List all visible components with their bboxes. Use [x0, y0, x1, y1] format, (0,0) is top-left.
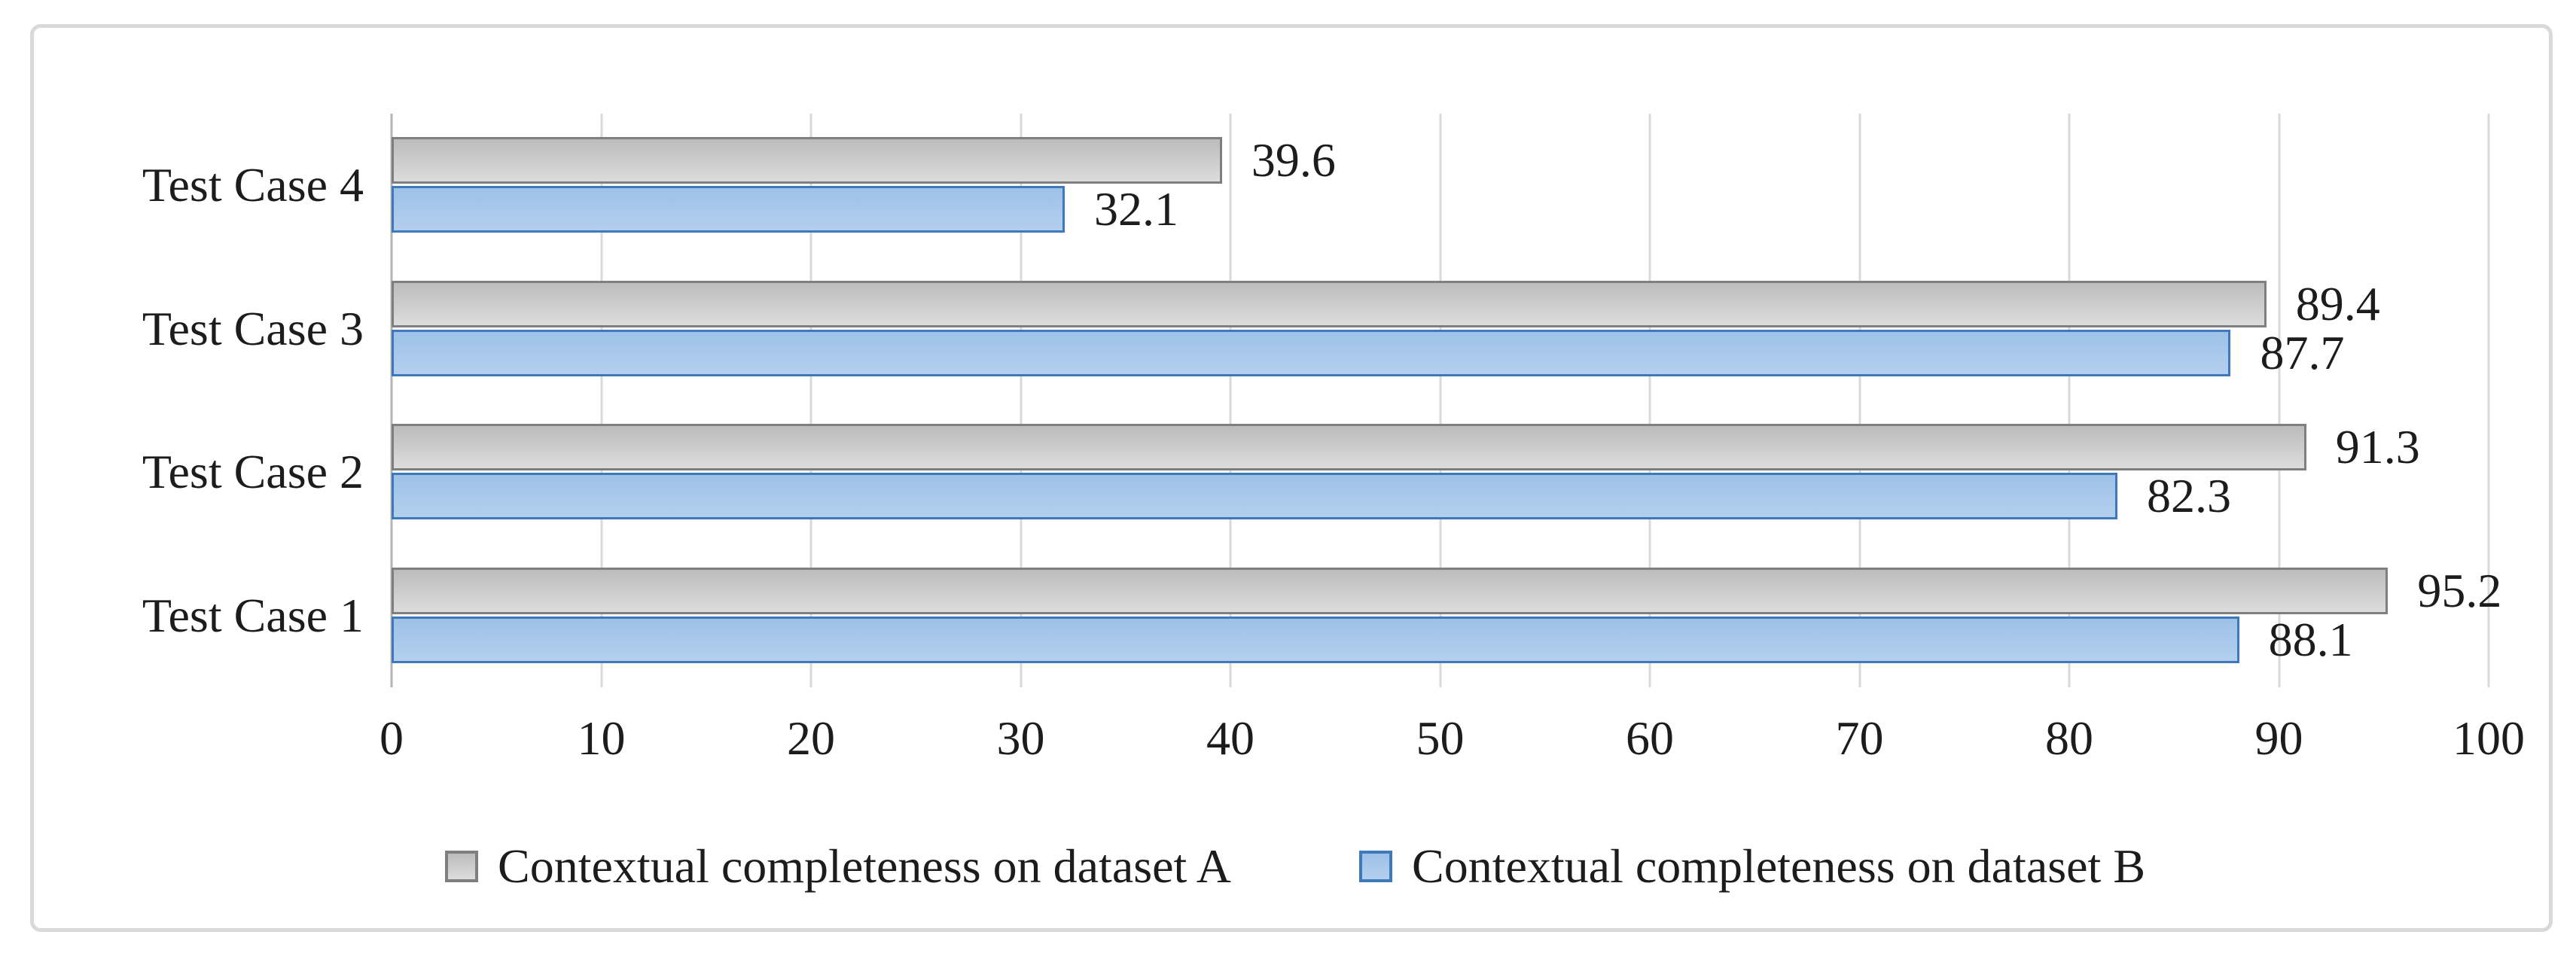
value-label: 91.3	[2335, 420, 2420, 473]
bar-row: 91.3 82.3	[392, 400, 2489, 544]
gridline	[2278, 114, 2280, 687]
gridline	[809, 114, 812, 687]
value-label: 87.7	[2260, 325, 2345, 379]
bar-pair: 95.2 88.1	[392, 566, 2501, 663]
value-label: 95.2	[2417, 563, 2502, 617]
gridline	[1648, 114, 1651, 687]
bar-series-a: 89.4	[392, 279, 2380, 327]
y-axis-line	[390, 114, 393, 687]
chart-figure: Test Case 4 Test Case 3 Test Case 2 Test Ca…	[30, 24, 2553, 932]
category-label: Test Case 3	[142, 301, 364, 355]
bar-pair: 91.3 82.3	[392, 423, 2489, 520]
legend-item: Contextual completeness on dataset A	[445, 842, 1231, 891]
x-tick-label: 40	[1206, 711, 1254, 765]
category-label: Test Case 2	[142, 445, 364, 499]
value-label: 32.1	[1093, 182, 1178, 236]
value-label: 88.1	[2268, 612, 2353, 666]
gridline	[2487, 114, 2490, 687]
x-tick-label: 50	[1416, 711, 1465, 765]
x-tick-label: 100	[2453, 711, 2525, 765]
legend-label: Contextual completeness on dataset A	[498, 839, 1231, 893]
value-label: 89.4	[2295, 276, 2380, 330]
bar-series-a: 91.3	[392, 423, 2420, 471]
x-tick-label: 60	[1626, 711, 1674, 765]
bar-row: 39.6 32.1	[392, 114, 2489, 257]
bar-series-b: 87.7	[392, 328, 2344, 376]
bar-pair: 89.4 87.7	[392, 279, 2489, 376]
legend-marker-series-b	[1359, 851, 1392, 882]
plot-area: 39.6 32.1 89.4 87.7 91.3 82.3 95.2 88.1	[390, 114, 2501, 688]
bar-series-b: 82.3	[392, 472, 2231, 520]
x-tick-label: 10	[577, 711, 626, 765]
bar-series-a: 95.2	[392, 566, 2501, 614]
legend-label: Contextual completeness on dataset B	[1412, 839, 2145, 893]
x-tick-label: 0	[380, 711, 404, 765]
x-tick-label: 80	[2045, 711, 2093, 765]
gridline	[1858, 114, 1861, 687]
gridline	[1020, 114, 1022, 687]
x-tick-label: 20	[787, 711, 835, 765]
gridline	[600, 114, 602, 687]
category-label: Test Case 1	[142, 588, 364, 642]
category-label: Test Case 4	[142, 158, 364, 212]
bar-series-a: 39.6	[392, 136, 1336, 184]
bar-pair: 39.6 32.1	[392, 136, 2489, 233]
legend-item: Contextual completeness on dataset B	[1359, 842, 2145, 891]
legend-marker-series-a	[445, 851, 478, 882]
bar-row: 89.4 87.7	[392, 257, 2489, 401]
value-axis: 0 10 20 30 40 50 60 70 80 90 100	[380, 710, 2525, 779]
x-tick-label: 30	[996, 711, 1045, 765]
gridline	[1229, 114, 1232, 687]
value-label: 39.6	[1251, 133, 1336, 187]
x-tick-label: 90	[2254, 711, 2303, 765]
bar-series-b: 32.1	[392, 185, 1178, 233]
category-axis: Test Case 4 Test Case 3 Test Case 2 Test Ca…	[61, 114, 364, 687]
gridline	[2068, 114, 2071, 687]
bar-rows: 39.6 32.1 89.4 87.7 91.3 82.3 95.2 88.1	[392, 114, 2501, 688]
x-tick-label: 70	[1835, 711, 1884, 765]
legend: Contextual completeness on dataset A Cont…	[66, 836, 2524, 897]
value-label: 82.3	[2147, 469, 2232, 522]
bar-row: 95.2 88.1	[392, 544, 2501, 688]
gridline	[1439, 114, 1441, 687]
bar-series-b: 88.1	[392, 615, 2353, 663]
